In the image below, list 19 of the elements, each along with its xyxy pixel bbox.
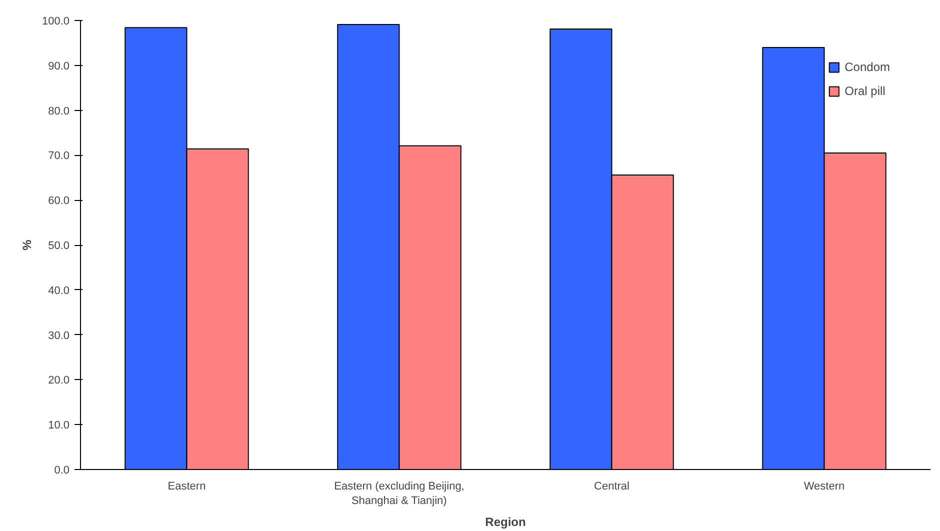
- y-axis-title: %: [20, 239, 34, 250]
- y-tick-label: 50.0: [48, 240, 70, 252]
- y-tick-label: 80.0: [48, 105, 70, 118]
- y-tick-label: 40.0: [48, 284, 70, 297]
- y-tick-label: 70.0: [48, 150, 70, 162]
- x-tick-label: Eastern: [168, 480, 206, 492]
- y-tick-label: 90.0: [48, 60, 70, 72]
- legend-label: Oral pill: [844, 84, 886, 98]
- y-tick-label: 10.0: [48, 420, 70, 432]
- y-tick-label: 20.0: [48, 374, 70, 387]
- legend-label: Condom: [844, 60, 890, 74]
- x-tick-label: Eastern (excluding Beijing, Shanghai & Tianjin): [334, 480, 464, 507]
- x-tick-label: Western: [804, 480, 845, 492]
- y-tick-label: 0.0: [54, 464, 70, 476]
- y-tick-label: 30.0: [48, 330, 70, 342]
- x-axis-title: Region: [485, 514, 526, 529]
- y-tick-label: 60.0: [48, 195, 70, 208]
- y-tick-label: 100.0: [42, 16, 70, 28]
- x-tick-label: Central: [594, 480, 630, 492]
